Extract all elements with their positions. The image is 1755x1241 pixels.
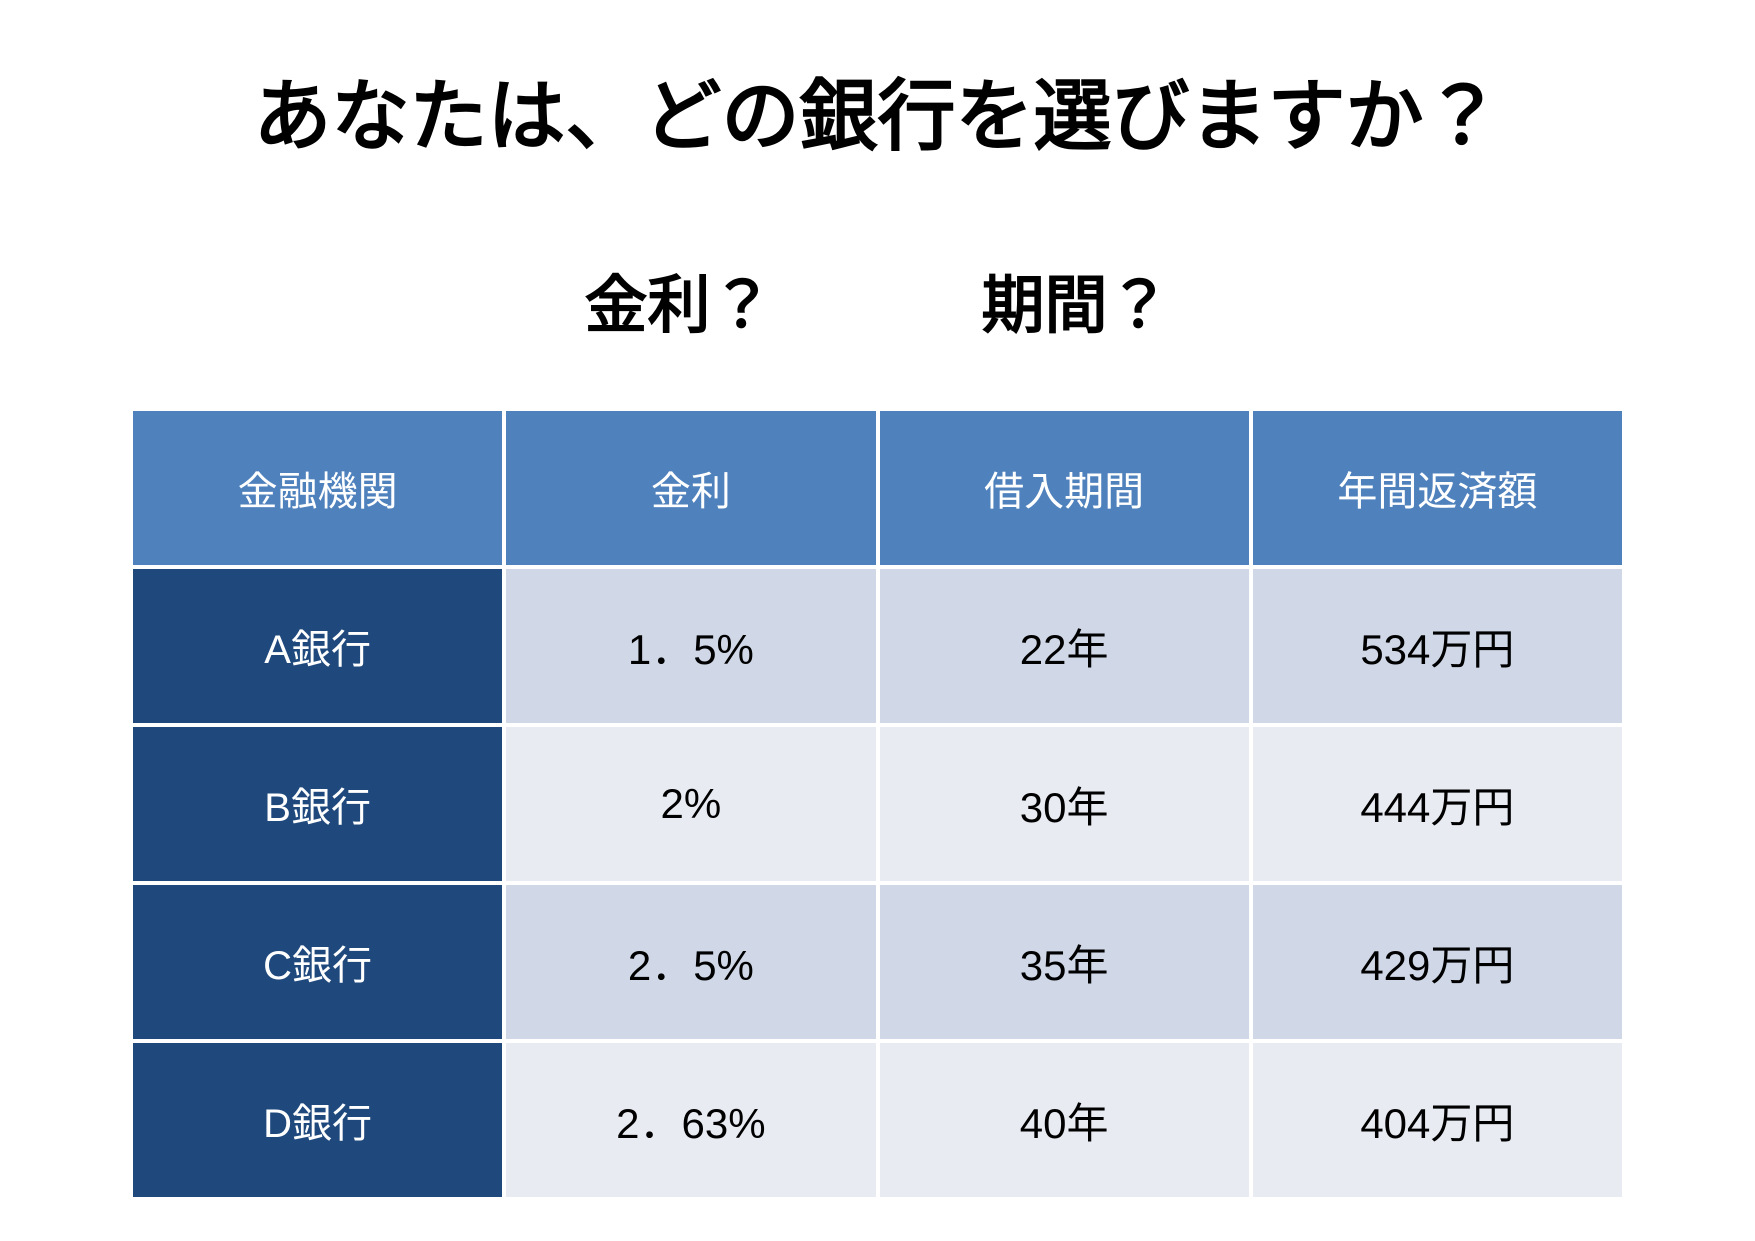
row-a-repayment: 534万円 xyxy=(1252,569,1622,723)
row-d-repayment: 404万円 xyxy=(1252,1043,1622,1197)
column-header-rate: 金利 xyxy=(506,411,876,565)
row-b-period: 30年 xyxy=(879,727,1249,881)
column-header-period: 借入期間 xyxy=(879,411,1249,565)
column-header-repayment: 年間返済額 xyxy=(1252,411,1622,565)
column-header-institution: 金融機関 xyxy=(133,411,503,565)
subtitle-loan-period: 期間？ xyxy=(981,271,1171,341)
row-a-bank: A銀行 xyxy=(133,569,503,723)
subtitle-row: 金利？ 期間？ xyxy=(0,271,1755,341)
row-a-rate: 1．5% xyxy=(506,569,876,723)
row-d-bank: D銀行 xyxy=(133,1043,503,1197)
row-b-bank: B銀行 xyxy=(133,727,503,881)
row-b-repayment: 444万円 xyxy=(1252,727,1622,881)
row-c-rate: 2．5% xyxy=(506,885,876,1039)
row-d-period: 40年 xyxy=(879,1043,1249,1197)
bank-comparison-table: 金融機関 金利 借入期間 年間返済額 A銀行 1．5% 22年 534万円 B銀… xyxy=(133,411,1622,1197)
page-title: あなたは、どの銀行を選びますか？ xyxy=(253,72,1502,160)
row-b-rate: 2% xyxy=(506,727,876,881)
row-c-repayment: 429万円 xyxy=(1252,885,1622,1039)
row-c-period: 35年 xyxy=(879,885,1249,1039)
subtitle-interest-rate: 金利？ xyxy=(584,271,774,341)
row-c-bank: C銀行 xyxy=(133,885,503,1039)
row-d-rate: 2．63% xyxy=(506,1043,876,1197)
row-a-period: 22年 xyxy=(879,569,1249,723)
